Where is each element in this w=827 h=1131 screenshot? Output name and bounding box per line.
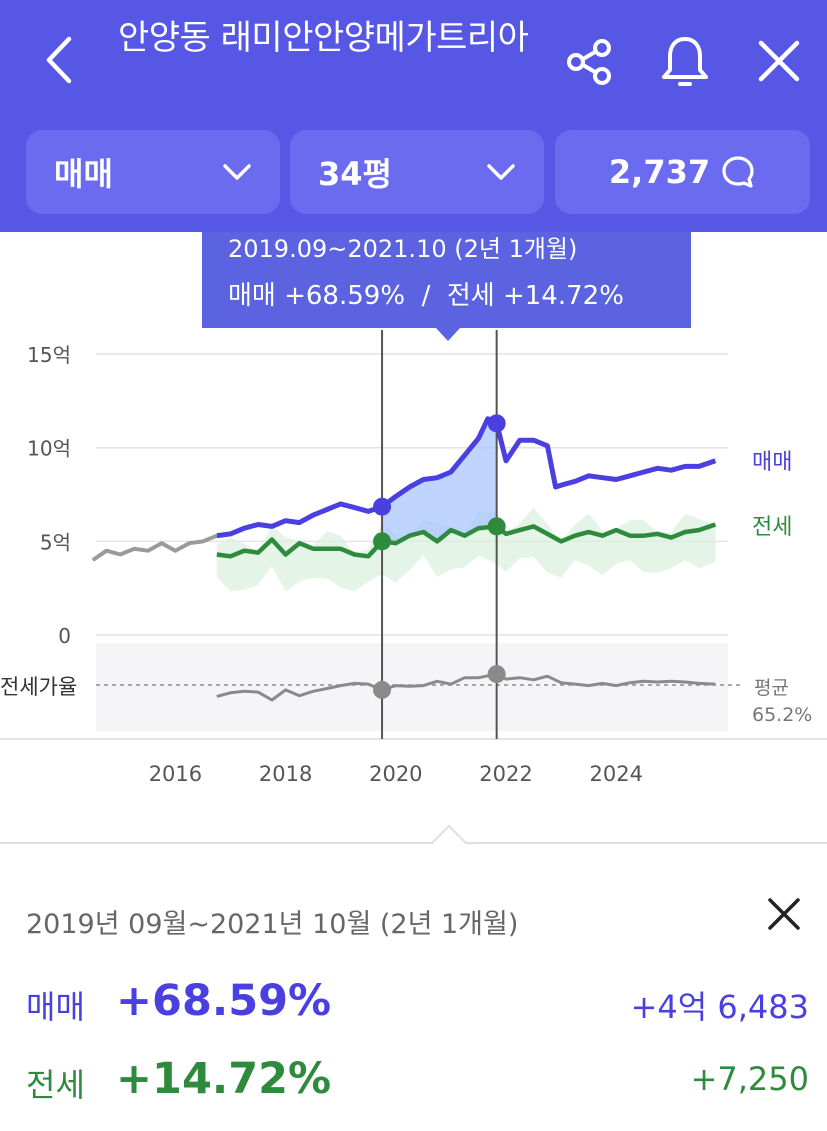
summary-sale-amount: +4억 6,483 bbox=[630, 988, 809, 1026]
x-axis: 2016 2018 2020 2022 2024 bbox=[149, 762, 643, 786]
legend-rent: 전세 bbox=[752, 515, 792, 540]
close-icon bbox=[758, 40, 800, 82]
rent-marker bbox=[487, 517, 506, 536]
back-button[interactable] bbox=[26, 28, 90, 92]
tooltip-separator: / bbox=[421, 281, 431, 311]
comment-count: 2,737 bbox=[608, 153, 711, 191]
rent-range-band bbox=[216, 507, 716, 592]
x-tick-label: 2016 bbox=[149, 762, 202, 786]
comments-button[interactable]: 2,737 bbox=[555, 130, 810, 214]
notification-button[interactable] bbox=[650, 28, 720, 94]
summary-close-button[interactable] bbox=[762, 892, 806, 936]
sale-marker bbox=[373, 497, 392, 516]
chevron-down-icon bbox=[487, 164, 515, 180]
summary-rent-amount: +7,250 bbox=[690, 1060, 809, 1098]
ratio-line bbox=[216, 672, 716, 702]
sale-marker bbox=[487, 414, 506, 433]
summary-sale-label: 매매 bbox=[26, 988, 85, 1026]
trade-type-value: 매매 bbox=[54, 155, 113, 193]
tooltip-sale-change: +68.59% bbox=[284, 281, 406, 311]
x-tick-label: 2024 bbox=[589, 762, 642, 786]
app-header: 안양동 래미안안양메가트리아 매매 34평 2,737 bbox=[0, 0, 827, 232]
close-button[interactable] bbox=[748, 30, 810, 92]
tooltip-sale-label: 매매 bbox=[228, 281, 276, 311]
tooltip-rent-change: +14.72% bbox=[502, 281, 624, 311]
summary-sale-change: +68.59% bbox=[116, 976, 332, 1026]
close-icon bbox=[768, 898, 800, 930]
y-tick-label: 5억 bbox=[40, 530, 71, 554]
sale-price-line bbox=[216, 416, 717, 539]
y-tick-label: 15억 bbox=[27, 343, 71, 367]
y-tick-label: 10억 bbox=[27, 437, 71, 461]
chevron-down-icon bbox=[223, 164, 251, 180]
rent-price-line bbox=[216, 522, 717, 559]
sale-history-line bbox=[91, 533, 218, 562]
selection-fill bbox=[382, 418, 497, 544]
legend-sale: 매매 bbox=[752, 450, 792, 475]
tooltip-changes: 매매 +68.59% / 전세 +14.72% bbox=[228, 282, 665, 310]
page-title: 안양동 래미안안양메가트리아 bbox=[118, 18, 529, 58]
size-value: 34평 bbox=[318, 155, 392, 193]
size-select[interactable]: 34평 bbox=[290, 130, 544, 214]
ratio-avg-label: 평균 bbox=[754, 677, 789, 699]
ratio-marker bbox=[373, 680, 392, 699]
summary-panel bbox=[0, 842, 827, 1131]
trade-type-select[interactable]: 매매 bbox=[26, 130, 280, 214]
tooltip-arrow bbox=[436, 328, 460, 341]
x-tick-label: 2022 bbox=[479, 762, 532, 786]
price-chart[interactable]: 15억 10억 5억 0 2016 2018 2020 2022 2024 매매 전세 전세가… bbox=[0, 232, 827, 812]
y-axis: 15억 10억 5억 0 bbox=[27, 343, 71, 648]
bell-icon bbox=[662, 37, 708, 86]
summary-rent-change: +14.72% bbox=[116, 1054, 332, 1104]
ratio-avg-value: 65.2% bbox=[752, 704, 812, 726]
tooltip-rent-label: 전세 bbox=[446, 281, 495, 311]
x-tick-label: 2020 bbox=[369, 762, 422, 786]
chat-bubble-icon bbox=[722, 156, 754, 188]
y-tick-label: 0 bbox=[58, 624, 71, 648]
share-icon bbox=[567, 39, 611, 85]
rent-marker bbox=[373, 532, 392, 551]
ratio-marker bbox=[487, 665, 506, 684]
selection-markers bbox=[373, 414, 506, 699]
chevron-left-icon bbox=[46, 36, 72, 84]
summary-rent-label: 전세 bbox=[26, 1066, 85, 1104]
x-tick-label: 2018 bbox=[259, 762, 312, 786]
summary-range: 2019년 09월~2021년 10월 (2년 1개월) bbox=[26, 909, 519, 940]
range-tooltip: 2019.09~2021.10 (2년 1개월) 매매 +68.59% / 전세… bbox=[202, 232, 691, 328]
tooltip-range: 2019.09~2021.10 (2년 1개월) bbox=[228, 235, 578, 263]
share-button[interactable] bbox=[556, 30, 622, 94]
ratio-label: 전세가율 bbox=[0, 675, 77, 699]
